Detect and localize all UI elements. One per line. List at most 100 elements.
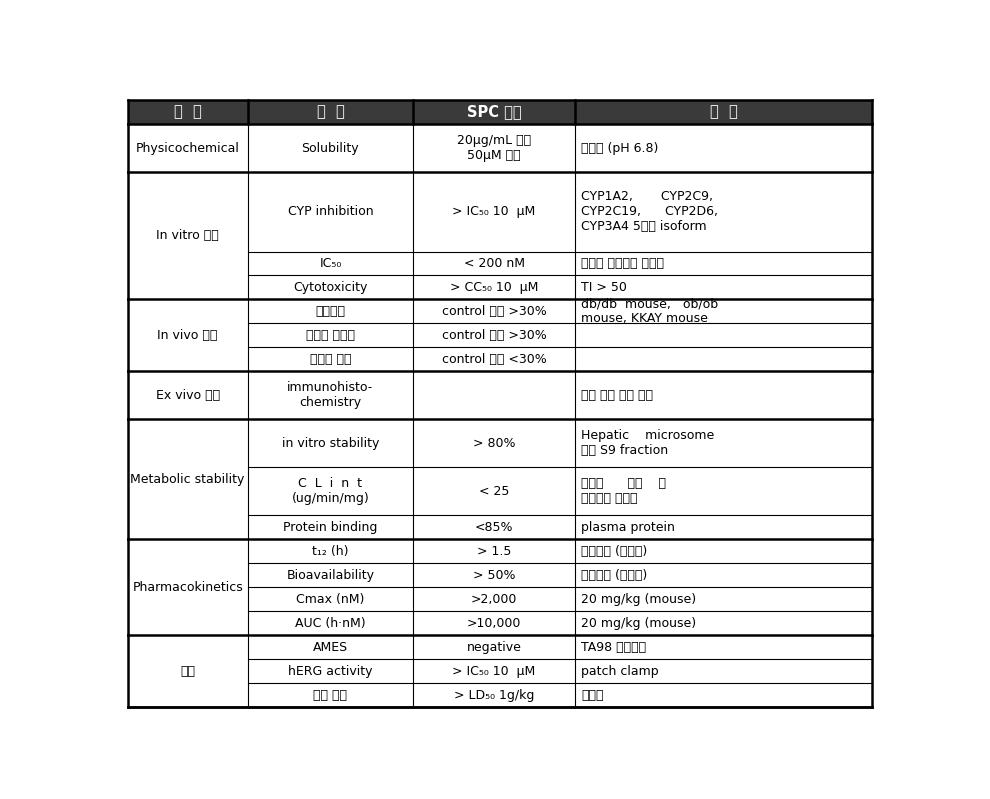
Bar <box>575 635 872 659</box>
Text: 혁당강하: 혁당강하 <box>316 305 346 318</box>
Bar <box>248 372 413 419</box>
Text: Pharmacokinetics: Pharmacokinetics <box>133 581 243 594</box>
Text: Cytotoxicity: Cytotoxicity <box>293 281 367 294</box>
Text: 20 mg/kg (mouse): 20 mg/kg (mouse) <box>581 593 696 606</box>
Text: > LD₅₀ 1g/kg: > LD₅₀ 1g/kg <box>453 689 535 702</box>
Text: 독성: 독성 <box>180 665 195 678</box>
Bar <box>128 539 248 635</box>
Bar <box>413 100 575 125</box>
Bar <box>248 467 413 515</box>
Text: Protein binding: Protein binding <box>283 521 377 534</box>
Text: 포도당 내성: 포도당 내성 <box>310 353 351 366</box>
Bar <box>575 515 872 539</box>
Bar <box>413 635 575 659</box>
Text: 경구투여 (설치류): 경구투여 (설치류) <box>581 545 647 558</box>
Bar <box>128 419 248 539</box>
Text: < 200 nM: < 200 nM <box>463 257 525 270</box>
Bar <box>413 372 575 419</box>
Text: >2,000: >2,000 <box>471 593 517 606</box>
Bar <box>413 419 575 467</box>
Text: In vivo 활성: In vivo 활성 <box>157 329 218 342</box>
Text: AUC (h·nM): AUC (h·nM) <box>295 617 365 630</box>
Bar <box>575 683 872 707</box>
Bar <box>128 125 248 173</box>
Bar <box>413 467 575 515</box>
Bar <box>248 300 413 324</box>
Bar <box>248 515 413 539</box>
Text: CYP inhibition: CYP inhibition <box>288 205 373 218</box>
Bar <box>575 467 872 515</box>
Text: AMES: AMES <box>313 641 347 654</box>
Bar <box>128 635 248 707</box>
Bar <box>128 372 248 419</box>
Bar <box>413 276 575 300</box>
Text: > IC₅₀ 10  μM: > IC₅₀ 10 μM <box>452 205 536 218</box>
Bar <box>575 300 872 324</box>
Bar <box>248 683 413 707</box>
Bar <box>575 324 872 348</box>
Text: 구  분: 구 분 <box>174 105 202 120</box>
Text: 경구투여 (설치류): 경구투여 (설치류) <box>581 569 647 582</box>
Bar <box>248 539 413 563</box>
Bar <box>413 587 575 611</box>
Text: control 대비 >30%: control 대비 >30% <box>442 305 546 318</box>
Text: immunohisto-
chemistry: immunohisto- chemistry <box>287 381 373 409</box>
Text: 수용액 (pH 6.8): 수용액 (pH 6.8) <box>581 142 658 155</box>
Bar <box>413 300 575 324</box>
Bar <box>575 348 872 372</box>
Text: SPC 기준: SPC 기준 <box>466 105 522 120</box>
Text: > 50%: > 50% <box>473 569 516 582</box>
Bar <box>575 252 872 276</box>
Bar <box>248 324 413 348</box>
Text: 항  목: 항 목 <box>317 105 345 120</box>
Text: TI > 50: TI > 50 <box>581 281 627 294</box>
Text: patch clamp: patch clamp <box>581 665 658 678</box>
Bar <box>575 100 872 125</box>
Bar <box>248 611 413 635</box>
Bar <box>413 173 575 252</box>
Bar <box>575 419 872 467</box>
Text: 인슐린 민감성: 인슐린 민감성 <box>306 329 354 342</box>
Text: in vitro stability: in vitro stability <box>282 437 379 450</box>
Bar <box>413 252 575 276</box>
Text: > IC₅₀ 10  μM: > IC₅₀ 10 μM <box>452 665 536 678</box>
Text: 설치류      실험    후
인간으로 환산값: 설치류 실험 후 인간으로 환산값 <box>581 477 666 506</box>
Text: TA98 표준균주: TA98 표준균주 <box>581 641 646 654</box>
Text: IC₅₀: IC₅₀ <box>320 257 342 270</box>
Bar <box>248 563 413 587</box>
Bar <box>413 683 575 707</box>
Text: 설치류: 설치류 <box>581 689 604 702</box>
Bar <box>413 659 575 683</box>
Bar <box>248 276 413 300</box>
Bar <box>413 611 575 635</box>
Text: Metabolic stability: Metabolic stability <box>131 473 245 486</box>
Text: > 1.5: > 1.5 <box>477 545 511 558</box>
Text: Cmax (nM): Cmax (nM) <box>296 593 364 606</box>
Bar <box>248 252 413 276</box>
Bar <box>413 324 575 348</box>
Bar <box>248 587 413 611</box>
Bar <box>413 125 575 173</box>
Bar <box>128 100 248 125</box>
Text: 취장 베타 세포 이용: 취장 베타 세포 이용 <box>581 389 653 402</box>
Text: CYP1A2,       CYP2C9,
CYP2C19,      CYP2D6,
CYP3A4 5종의 isoform: CYP1A2, CYP2C9, CYP2C19, CYP2D6, CYP3A4 … <box>581 190 718 233</box>
Bar <box>575 587 872 611</box>
Text: control 대비 >30%: control 대비 >30% <box>442 329 546 342</box>
Bar <box>248 173 413 252</box>
Text: t₁₂ (h): t₁₂ (h) <box>312 545 348 558</box>
Text: 소포체 스트레스 시험계: 소포체 스트레스 시험계 <box>581 257 664 270</box>
Text: C  L  i  n  t
(ug/min/mg): C L i n t (ug/min/mg) <box>291 477 369 506</box>
Text: 20μg/mL 또는
50μM 이상: 20μg/mL 또는 50μM 이상 <box>457 134 532 162</box>
Text: negative: negative <box>466 641 522 654</box>
Bar <box>575 372 872 419</box>
Text: hERG activity: hERG activity <box>288 665 372 678</box>
Bar <box>128 173 248 300</box>
Text: 단기 독성: 단기 독성 <box>314 689 347 702</box>
Text: Solubility: Solubility <box>302 142 359 155</box>
Bar <box>575 276 872 300</box>
Text: <85%: <85% <box>475 521 514 534</box>
Bar <box>128 300 248 372</box>
Bar <box>575 563 872 587</box>
Text: > 80%: > 80% <box>473 437 516 450</box>
Text: < 25: < 25 <box>479 485 509 498</box>
